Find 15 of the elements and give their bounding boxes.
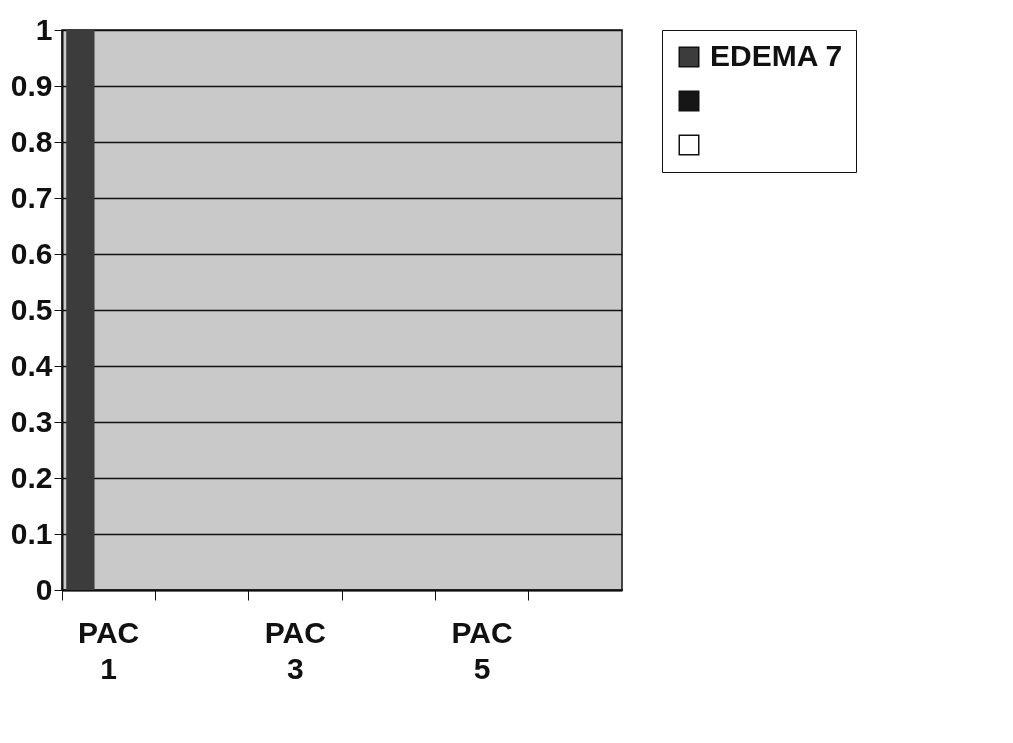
y-tick-label: 0.7 — [10, 180, 53, 214]
y-tick-label: 1 — [35, 12, 53, 46]
legend-label: EDEMA 7 — [710, 39, 843, 72]
x-tick-label: PAC 5 — [451, 615, 513, 685]
y-tick-label: 0.3 — [10, 404, 53, 438]
y-tick-label: 0.8 — [10, 124, 53, 158]
y-tick-label: 0.2 — [10, 460, 53, 494]
y-tick-label: 0.5 — [10, 292, 53, 326]
y-tick-label: 0.4 — [10, 348, 53, 382]
x-tick-label: PAC 3 — [264, 615, 326, 685]
y-tick-label: 0.9 — [10, 68, 53, 102]
x-tick-label: PAC 1 — [78, 615, 140, 685]
y-tick-label: 0 — [35, 572, 53, 606]
y-tick-label: 0.1 — [10, 516, 53, 550]
y-tick-label: 0.6 — [10, 236, 53, 270]
